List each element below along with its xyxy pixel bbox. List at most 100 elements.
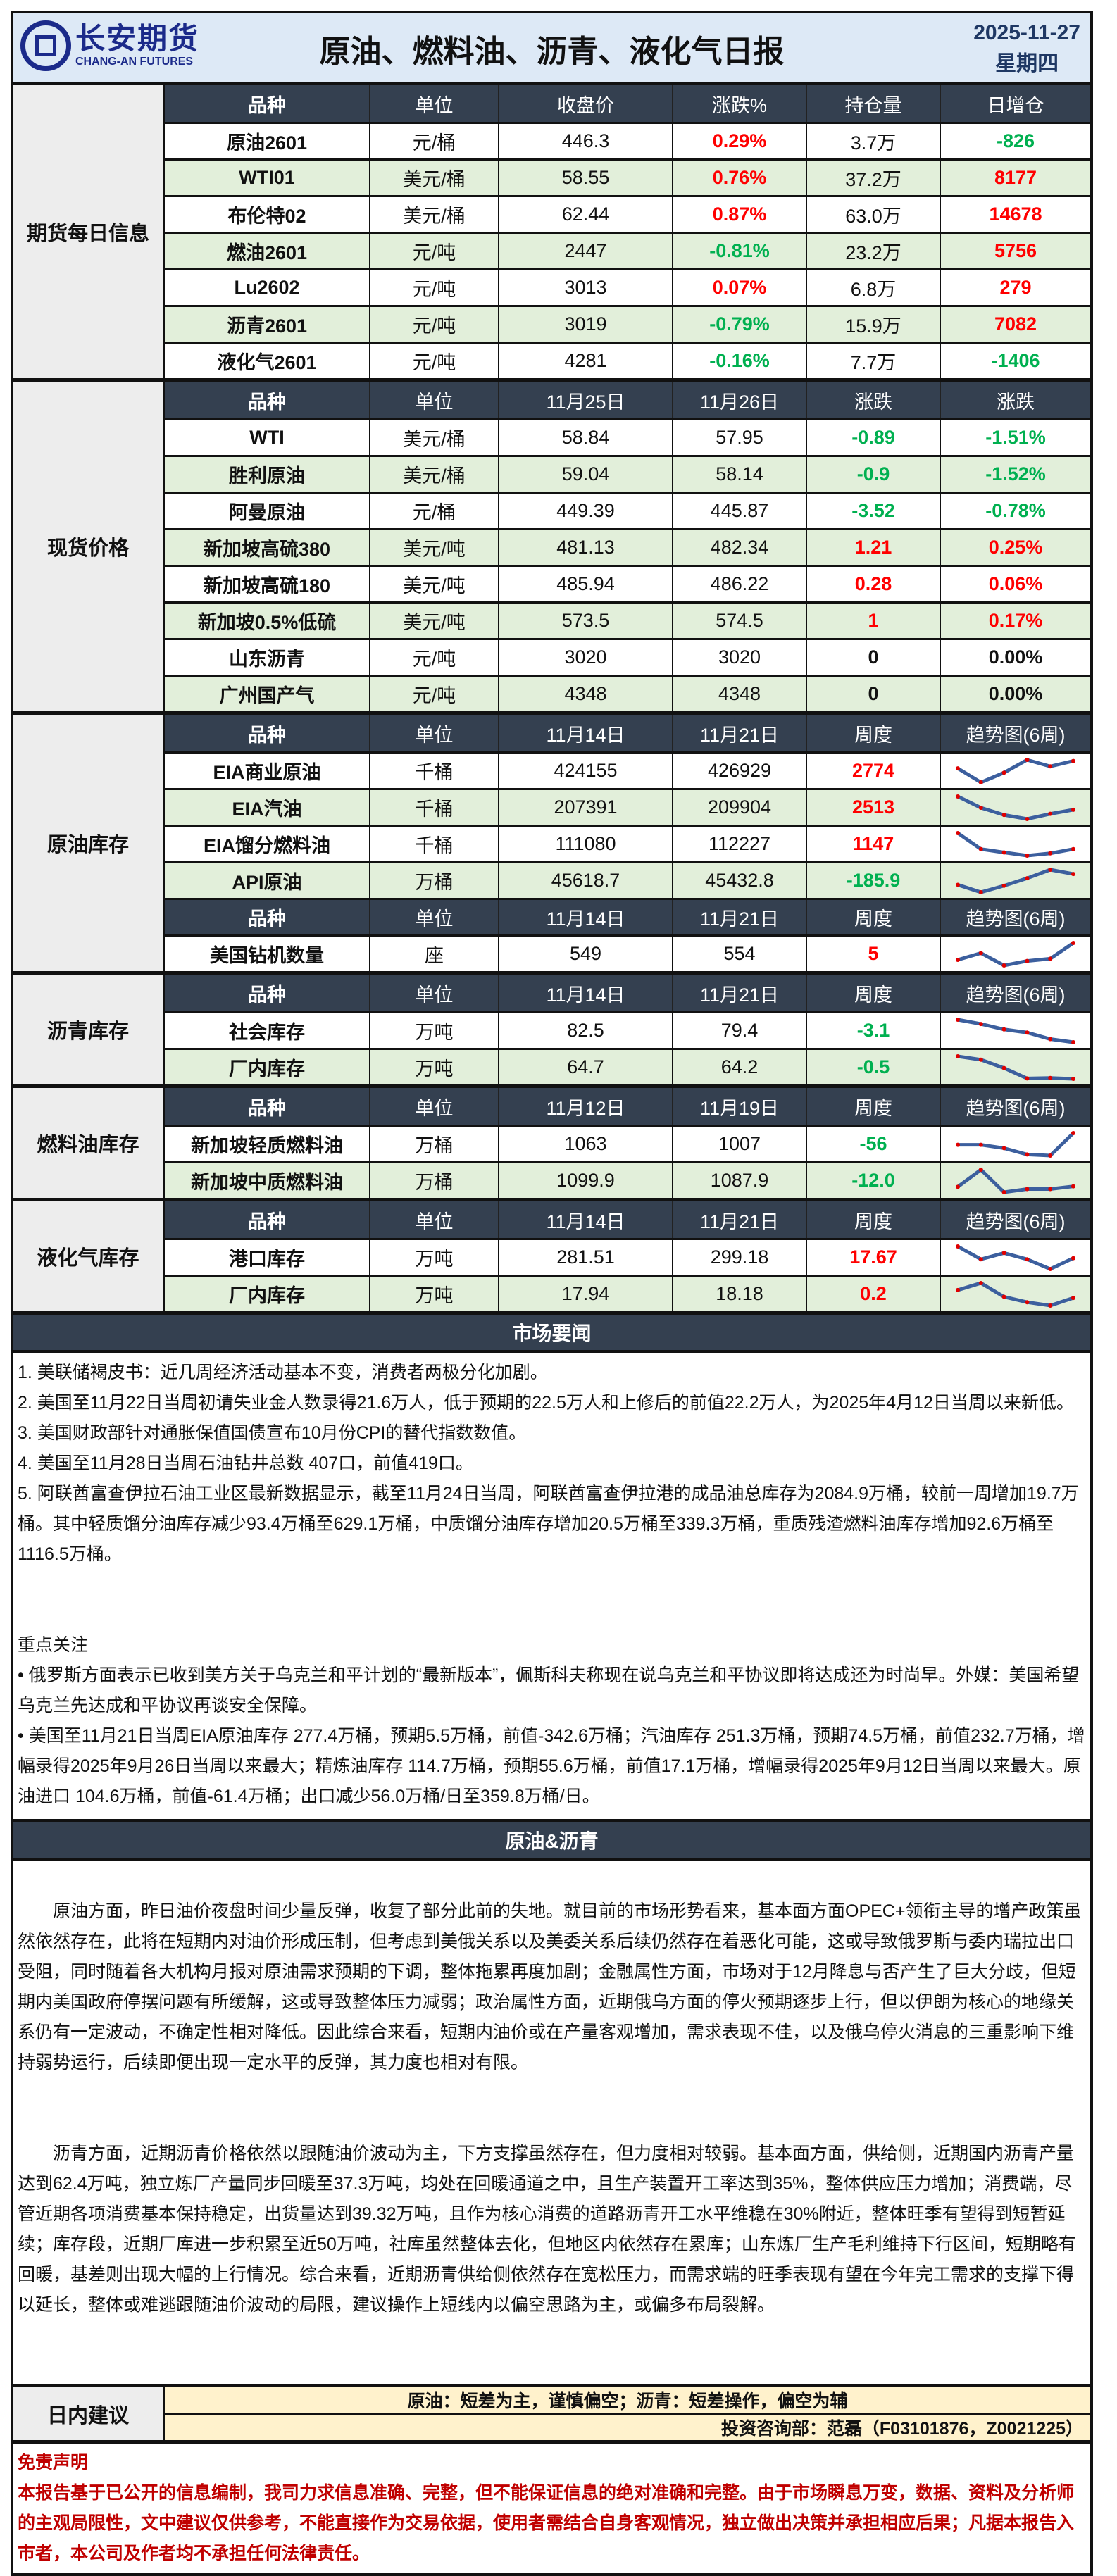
table-cell: 58.55 — [498, 161, 672, 195]
sparkline-point — [1025, 1256, 1030, 1261]
column-header: 品种 — [248, 94, 286, 116]
table-cell: 美元/吨 — [369, 567, 498, 601]
table-cell: 山东沥青 — [229, 649, 305, 670]
trend-sparkline — [956, 867, 1075, 894]
sparkline-point — [956, 765, 960, 770]
trend-chart-cell — [940, 1163, 1090, 1198]
column-header: 单位 — [369, 382, 498, 418]
table-cell: Lu2602 — [234, 277, 300, 298]
table-cell: 燃油2601 — [226, 242, 308, 263]
sparkline-point — [1048, 851, 1053, 856]
section-label: 期货每日信息 — [13, 85, 165, 378]
table-cell: 5 — [806, 937, 940, 971]
section-label: 现货价格 — [13, 382, 165, 711]
table-cell: 阿曼原油 — [229, 502, 305, 523]
table-cell: -0.78% — [940, 494, 1090, 528]
table-cell: 449.39 — [498, 494, 672, 528]
sparkline-point — [1071, 1076, 1075, 1081]
table-cell: 1007 — [672, 1127, 806, 1161]
sparkline-point — [956, 1017, 960, 1022]
table-cell: -826 — [940, 124, 1090, 158]
asphalt-analysis: 沥青方面，近期沥青价格依然以跟随油价波动为主，下方支撑虽然存在，但力度相对较弱。… — [18, 2144, 1076, 2315]
table-cell: 111080 — [498, 827, 672, 861]
column-header: 涨跌 — [806, 382, 940, 418]
table-cell: 元/吨 — [369, 344, 498, 378]
table-cell: 3020 — [498, 640, 672, 675]
logo-chinese-name: 长安期货 — [75, 22, 200, 55]
section-5: 液化气库存 品种 单位 11月14日 11月21日 周度 趋势图(6周) 港口库存 万吨 281.… — [13, 1201, 1090, 1315]
table-cell: 新加坡0.5%低硫 — [197, 612, 337, 633]
table-cell: 7082 — [940, 307, 1090, 342]
table-header-row: 品种 单位 11月25日 11月26日 涨跌 涨跌 — [165, 382, 1090, 418]
table-cell: 元/吨 — [369, 270, 498, 305]
section-0: 期货每日信息 品种 单位 收盘价 涨跌% 持仓量 日增仓 原油2601 元/桶 446.3 0.29… — [13, 85, 1090, 382]
table-row: 社会库存 万吨 82.5 79.4 -3.1 — [165, 1011, 1090, 1048]
table-cell: 8177 — [940, 161, 1090, 195]
table-cell: 426929 — [672, 754, 806, 788]
table-cell: 元/桶 — [369, 494, 498, 528]
table-row: 原油2601 元/桶 446.3 0.29% 3.7万 -826 — [165, 122, 1090, 158]
trend-chart-cell — [940, 790, 1090, 825]
sparkline-point — [1071, 1184, 1075, 1189]
sparkline-point — [1025, 1151, 1030, 1156]
sparkline-line — [957, 1018, 1074, 1044]
news-item: 3. 美国财政部针对通胀保值国债宣布10月份CPI的替代指数数值。 — [18, 1423, 527, 1443]
column-header: 品种 — [248, 724, 286, 746]
trend-sparkline — [956, 1244, 1075, 1271]
sparkline-point — [1071, 758, 1075, 763]
column-header: 11月14日 — [498, 715, 672, 751]
analysis-section: 原油&沥青 原油方面，昨日油价夜盘时间少量反弹，收复了部分此前的失地。就目前的市… — [13, 1822, 1090, 2384]
column-header: 日增仓 — [940, 85, 1090, 122]
market-news-section: 市场要闻 1. 美联储褐皮书：近几周经济活动基本不变，消费者两极分化加剧。 2.… — [13, 1315, 1090, 1822]
table-cell: 4281 — [498, 344, 672, 378]
column-header: 趋势图(6周) — [940, 975, 1090, 1011]
table-row: Lu2602 元/吨 3013 0.07% 6.8万 279 — [165, 268, 1090, 305]
table-header-row: 品种 单位 11月14日 11月21日 周度 趋势图(6周) — [165, 898, 1090, 934]
column-header: 品种 — [248, 391, 286, 413]
table-cell: 0 — [806, 640, 940, 675]
sparkline-line — [956, 831, 1074, 858]
table-cell: 液化气2601 — [217, 352, 317, 373]
table-cell: 厂内库存 — [229, 1058, 305, 1080]
column-header: 单位 — [369, 1088, 498, 1125]
disclaimer-text: 本报告基于已公开的信息编制，我司力求信息准确、完整，但不能保证信息的绝对准确和完… — [18, 2483, 1075, 2563]
table-cell: 万桶 — [369, 1127, 498, 1161]
table-cell: 3019 — [498, 307, 672, 342]
table-cell: 美国钻机数量 — [210, 945, 324, 966]
table-header-row: 品种 单位 11月14日 11月21日 周度 趋势图(6周) — [165, 1201, 1090, 1238]
trend-chart-cell — [940, 1050, 1090, 1084]
table-cell: 胜利原油 — [229, 465, 305, 487]
sparkline-point — [1025, 1075, 1030, 1080]
sparkline-line — [957, 1280, 1074, 1308]
table-cell: 5756 — [940, 234, 1090, 268]
sparkline-point — [1048, 1303, 1053, 1308]
sparkline-point — [978, 1280, 983, 1285]
section-3: 沥青库存 品种 单位 11月14日 11月21日 周度 趋势图(6周) 社会库存 万吨 82.5 7… — [13, 975, 1090, 1088]
trend-chart-cell — [940, 1013, 1090, 1048]
table-cell: 元/桶 — [369, 124, 498, 158]
advice-text: 原油：短差为主，谨慎偏空；沥青：短差操作，偏空为辅 — [165, 2387, 1090, 2415]
table-row: 美国钻机数量 座 549 554 5 — [165, 934, 1090, 971]
table-cell: 2447 — [498, 234, 672, 268]
company-logo: 长安期货 CHANG-AN FUTURES — [20, 20, 199, 71]
table-cell: -1.52% — [940, 457, 1090, 492]
table-cell: -0.9 — [806, 457, 940, 492]
table-cell: 64.7 — [498, 1050, 672, 1084]
table-row: WTI01 美元/桶 58.55 0.76% 37.2万 8177 — [165, 158, 1090, 195]
column-header: 11月21日 — [672, 715, 806, 751]
sparkline-point — [1048, 1037, 1053, 1042]
table-cell: 2774 — [806, 754, 940, 788]
sparkline-point — [978, 1021, 983, 1026]
table-cell: 446.3 — [498, 124, 672, 158]
report-date-block: 2025-11-27 星期四 — [973, 18, 1080, 80]
table-row: 新加坡中质燃料油 万桶 1099.9 1087.9 -12.0 — [165, 1161, 1090, 1198]
report-weekday: 星期四 — [995, 52, 1059, 75]
sparkline-point — [1001, 1250, 1006, 1255]
table-cell: 4348 — [498, 677, 672, 711]
table-cell: 0.00% — [940, 640, 1090, 675]
sparkline-point — [978, 846, 983, 851]
sparkline-line — [956, 1167, 1074, 1194]
trend-sparkline — [956, 830, 1075, 858]
intraday-advice: 日内建议 原油：短差为主，谨慎偏空；沥青：短差操作，偏空为辅 投资咨询部：范磊（… — [13, 2384, 1090, 2444]
table-cell: EIA馏分燃料油 — [203, 835, 330, 856]
